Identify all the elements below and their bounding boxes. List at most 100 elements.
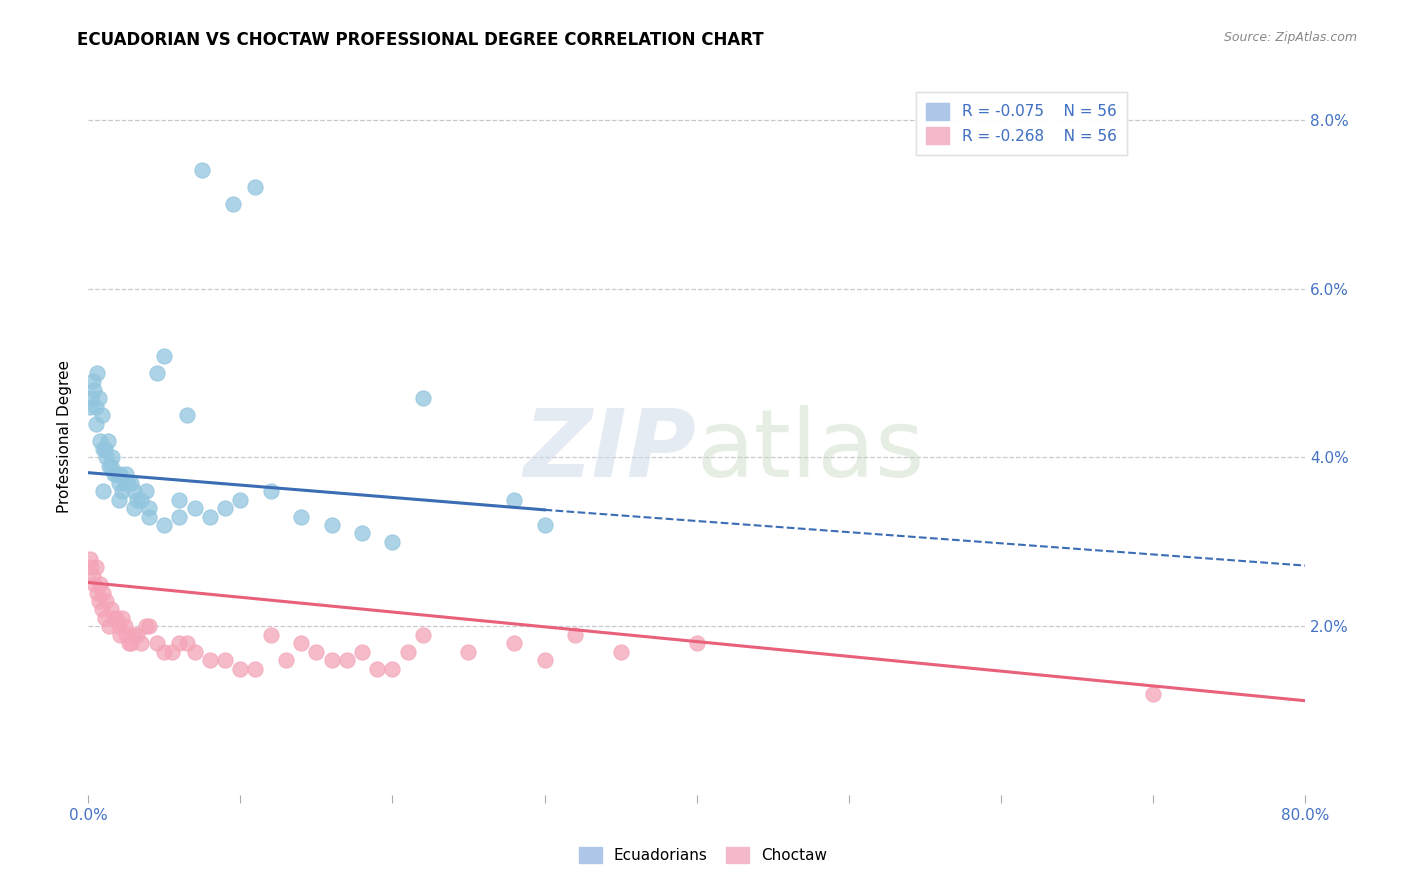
Point (110, 611, 132, 625)
Point (82, 375, 104, 389)
Point (115, 628, 138, 642)
Point (107, 619, 129, 633)
Point (176, 636, 198, 650)
Point (93, 585, 115, 599)
Point (101, 450, 124, 465)
Point (221, 197, 243, 211)
Point (83, 383, 105, 397)
Text: atlas: atlas (696, 405, 925, 497)
Point (533, 518, 555, 533)
Point (83, 577, 105, 591)
Point (245, 662, 267, 676)
Point (321, 518, 343, 533)
Point (84, 400, 107, 414)
Point (131, 492, 153, 507)
Point (103, 467, 125, 482)
Point (80, 392, 103, 406)
Point (135, 619, 157, 633)
Point (103, 611, 125, 625)
Point (93, 484, 115, 499)
Point (350, 645, 373, 659)
Point (191, 163, 214, 178)
Point (96, 594, 118, 608)
Point (290, 509, 312, 524)
Point (153, 645, 176, 659)
Point (503, 636, 526, 650)
Point (93, 442, 115, 456)
Point (120, 475, 142, 490)
Point (89, 577, 111, 591)
Text: Source: ZipAtlas.com: Source: ZipAtlas.com (1223, 31, 1357, 45)
Point (245, 180, 267, 194)
Point (80, 560, 103, 574)
Point (169, 636, 191, 650)
Point (138, 619, 160, 633)
Point (117, 475, 139, 490)
Point (90, 602, 112, 616)
Point (564, 628, 586, 642)
Point (381, 662, 404, 676)
Point (131, 636, 153, 650)
Point (350, 526, 373, 541)
Point (90, 409, 112, 423)
Point (290, 636, 312, 650)
Point (198, 509, 221, 524)
Point (183, 645, 205, 659)
Point (114, 619, 136, 633)
Legend: Ecuadorians, Choctaw: Ecuadorians, Choctaw (571, 839, 835, 871)
Point (412, 392, 434, 406)
Point (110, 484, 132, 499)
Y-axis label: Professional Degree: Professional Degree (58, 359, 72, 513)
Point (169, 509, 191, 524)
Point (86, 366, 108, 380)
Point (87, 594, 110, 608)
Point (183, 501, 205, 516)
Point (82, 568, 104, 582)
Point (396, 645, 419, 659)
Point (104, 611, 127, 625)
Point (94, 442, 117, 456)
Point (79, 400, 101, 414)
Point (229, 662, 252, 676)
Point (412, 628, 434, 642)
Point (533, 653, 555, 667)
Point (153, 349, 176, 363)
Point (98, 458, 121, 473)
Point (214, 653, 236, 667)
Point (135, 484, 157, 499)
Point (214, 501, 236, 516)
Point (89, 434, 111, 448)
Point (366, 662, 388, 676)
Point (145, 636, 167, 650)
Point (86, 585, 108, 599)
Point (260, 628, 283, 642)
Point (100, 458, 122, 473)
Point (125, 628, 148, 642)
Point (336, 653, 359, 667)
Point (84, 417, 107, 431)
Point (108, 467, 131, 482)
Point (98, 619, 121, 633)
Point (457, 645, 479, 659)
Point (79, 551, 101, 566)
Legend: R = -0.075    N = 56, R = -0.268    N = 56: R = -0.075 N = 56, R = -0.268 N = 56 (915, 92, 1128, 154)
Point (118, 636, 141, 650)
Point (503, 492, 526, 507)
Point (305, 645, 328, 659)
Point (125, 492, 148, 507)
Point (145, 366, 167, 380)
Point (115, 467, 138, 482)
Point (160, 645, 183, 659)
Point (260, 484, 283, 499)
Point (685, 636, 707, 650)
Point (84, 560, 107, 574)
Point (1142, 687, 1164, 701)
Point (108, 628, 131, 642)
Point (87, 392, 110, 406)
Point (609, 645, 631, 659)
Point (274, 653, 297, 667)
Point (122, 628, 145, 642)
Point (198, 653, 221, 667)
Point (96, 450, 118, 465)
Point (100, 602, 122, 616)
